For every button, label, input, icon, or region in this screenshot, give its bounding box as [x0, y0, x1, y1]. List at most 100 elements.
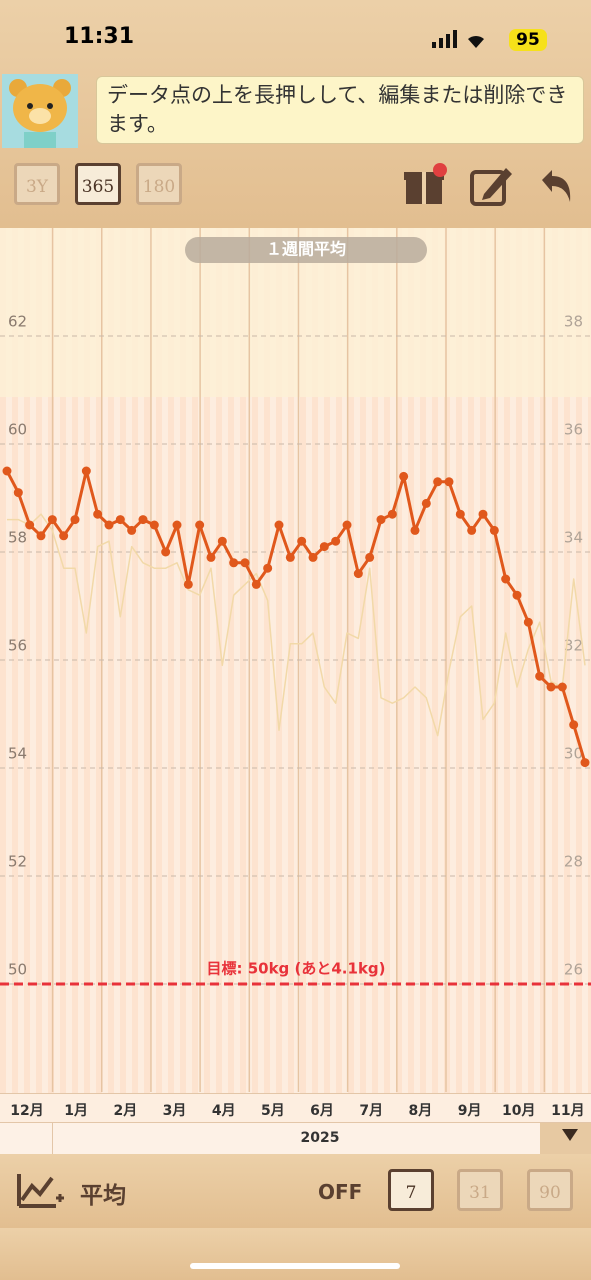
home-indicator — [190, 1263, 400, 1269]
x-tick-label: 4月 — [211, 1103, 236, 1119]
x-tick-label: 3月 — [162, 1103, 187, 1119]
data-point — [319, 542, 329, 552]
y2-tick-label: 36 — [564, 421, 583, 439]
data-point — [195, 520, 205, 530]
data-point — [285, 552, 295, 562]
data-point — [387, 509, 397, 519]
data-point — [535, 671, 545, 681]
data-point — [569, 720, 579, 730]
data-point — [410, 525, 420, 535]
state-label[interactable]: OFF — [318, 1180, 363, 1204]
average-icon[interactable] — [16, 1170, 66, 1210]
x-tick-label: 12月 — [10, 1103, 44, 1119]
data-point — [138, 515, 148, 525]
mode-label[interactable]: 平均 — [80, 1183, 126, 1209]
x-tick-label: 8月 — [408, 1103, 433, 1119]
data-point — [25, 520, 35, 530]
data-point — [217, 536, 227, 546]
data-point — [455, 509, 465, 519]
data-point — [149, 520, 159, 530]
data-point — [2, 466, 12, 476]
year-label: 2025 — [300, 1130, 340, 1146]
data-point — [183, 579, 193, 589]
x-tick-label: 6月 — [310, 1103, 334, 1119]
data-point — [13, 488, 23, 498]
x-tick-label: 2月 — [113, 1103, 138, 1119]
range-button[interactable]: 180 — [136, 163, 182, 205]
data-point — [557, 682, 567, 692]
bottom-bar: 平均 OFF 7 31 90 — [0, 1154, 591, 1228]
subtitle-chip — [185, 237, 427, 263]
data-point — [478, 509, 488, 519]
y2-tick-label: 26 — [564, 961, 583, 979]
data-point — [433, 477, 443, 487]
data-point — [127, 525, 137, 535]
y2-tick-label: 34 — [564, 529, 583, 547]
data-point — [365, 552, 375, 562]
battery: 95 — [509, 29, 547, 51]
data-point — [115, 515, 125, 525]
y2-tick-label: 28 — [564, 853, 583, 871]
tip-bubble: データ点の上を長押しして、編集または削除できます。 — [96, 76, 584, 144]
data-point — [263, 563, 273, 573]
y2-tick-label: 38 — [564, 313, 583, 331]
collapse-button[interactable] — [540, 1123, 591, 1155]
range-button[interactable]: 3Y — [14, 163, 60, 205]
data-point — [81, 466, 91, 476]
data-point — [489, 525, 499, 535]
y-tick-label: 62 — [8, 313, 27, 331]
data-point — [467, 525, 477, 535]
period-button[interactable]: 90 — [527, 1169, 573, 1211]
data-point — [59, 531, 69, 541]
data-point — [501, 574, 511, 584]
gift-button[interactable] — [404, 163, 447, 204]
y-tick-label: 60 — [8, 421, 27, 439]
x-tick-label: 10月 — [502, 1103, 536, 1119]
y-tick-label: 52 — [8, 853, 27, 871]
header: 11:31 95 データ点の上を長押しして、編集または削除できます。 3Y 36… — [0, 0, 591, 228]
goal-label: 目標: 50kg (あと4.1kg) — [206, 960, 385, 978]
bear-avatar[interactable] — [2, 74, 78, 148]
x-tick-label: 7月 — [359, 1103, 384, 1119]
data-point — [240, 558, 250, 568]
data-point — [331, 536, 341, 546]
data-point — [206, 552, 216, 562]
toolbar-icons — [404, 163, 571, 206]
data-point — [353, 569, 363, 579]
data-point — [376, 515, 386, 525]
period-button[interactable]: 7 — [388, 1169, 434, 1211]
time: 11:31 — [64, 24, 135, 49]
chart-subtitle: １週間平均 — [266, 240, 346, 259]
signal-wifi — [432, 30, 484, 48]
x-tick-label: 11月 — [551, 1103, 585, 1119]
back-button[interactable] — [542, 170, 571, 202]
data-point — [251, 579, 261, 589]
data-point — [342, 520, 352, 530]
period-button[interactable]: 31 — [457, 1169, 503, 1211]
data-point — [229, 558, 239, 568]
data-point — [297, 536, 307, 546]
year-axis: 2025 — [0, 1122, 591, 1155]
range-button[interactable]: 365 — [75, 163, 121, 205]
footer — [0, 1228, 591, 1280]
data-point — [47, 515, 57, 525]
chart: 50 52 54 56 58 60 62 26 28 30 32 34 36 38 目標: 50kg (あと… — [0, 228, 591, 1093]
x-tick-label: 9月 — [457, 1103, 482, 1119]
data-point — [104, 520, 114, 530]
y-tick-label: 56 — [8, 637, 27, 655]
data-point — [172, 520, 182, 530]
y-tick-label: 50 — [8, 961, 27, 979]
x-tick-label: 5月 — [261, 1103, 285, 1119]
data-point — [444, 477, 454, 487]
data-point — [274, 520, 284, 530]
series-line — [7, 513, 586, 737]
y-tick-label: 58 — [8, 529, 27, 547]
data-point — [399, 471, 409, 481]
y-tick-label: 54 — [8, 745, 27, 763]
series-line — [5, 469, 587, 764]
data-point — [421, 498, 431, 508]
y2-tick-label: 30 — [564, 745, 583, 763]
edit-button[interactable] — [470, 168, 512, 206]
data-point — [93, 509, 103, 519]
